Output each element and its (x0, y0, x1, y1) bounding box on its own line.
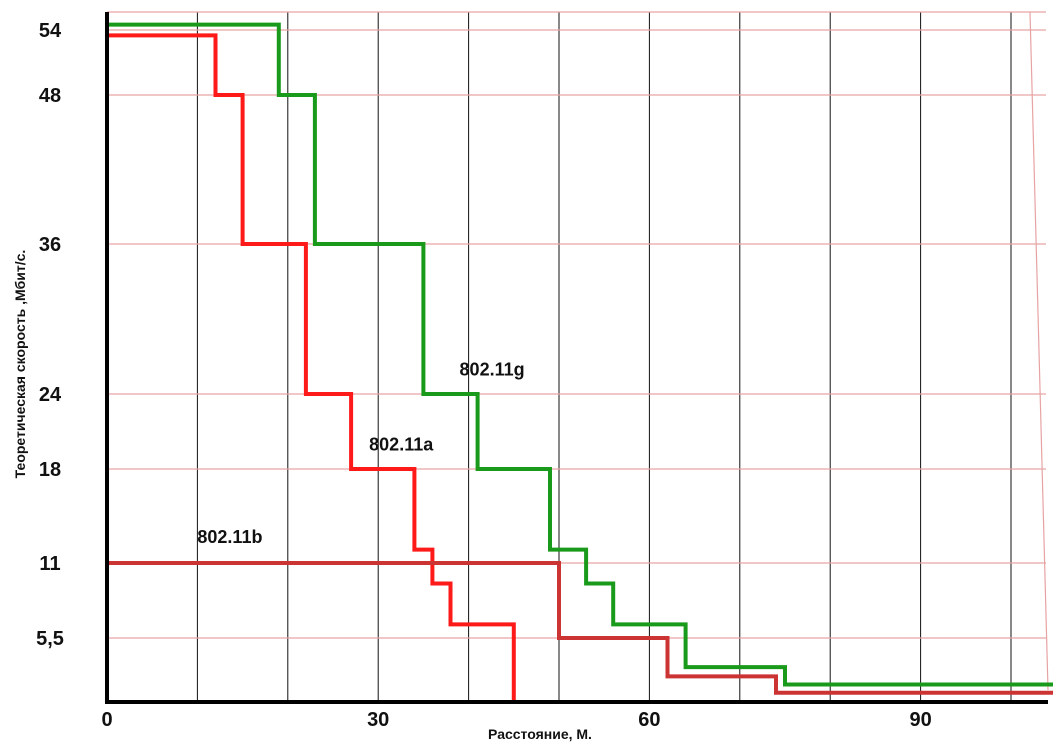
series-group (107, 22, 1053, 702)
y-tick-label: 5,5 (36, 628, 64, 650)
x-tick-label: 0 (101, 709, 112, 731)
frame-right (1029, 11, 1049, 691)
x-tick-labels: 0 30 60 90 (101, 709, 931, 731)
grid (107, 11, 1049, 702)
x-tick-label: 30 (367, 709, 389, 731)
series-line-802-11g (107, 22, 1053, 687)
y-tick-label: 54 (39, 20, 62, 42)
axes (105, 12, 1048, 704)
y-tick-label: 11 (39, 553, 60, 575)
series-line-802-11a (107, 33, 516, 702)
y-tick-label: 48 (39, 85, 61, 107)
y-tick-label: 36 (39, 234, 61, 256)
series-annotation-label: 802.11b (197, 527, 262, 547)
series-annotation-label: 802.11g (460, 359, 525, 379)
x-axis-label: Расстояние, М. (488, 726, 592, 742)
y-tick-label: 18 (39, 459, 61, 481)
y-axis-label: Теоретическая скорость ,Мбит/с. (12, 250, 28, 479)
series-line-802-11b (107, 561, 1053, 695)
series-annotation-label: 802.11a (369, 434, 434, 454)
y-tick-label: 24 (39, 384, 62, 406)
x-tick-label: 90 (909, 709, 931, 731)
x-tick-label: 60 (638, 709, 660, 731)
y-tick-labels: 5,5 11 18 24 36 48 54 (36, 20, 64, 650)
series-annotations: 802.11g 802.11a 802.11b (197, 359, 524, 547)
